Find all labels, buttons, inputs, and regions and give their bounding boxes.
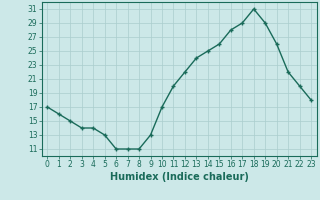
X-axis label: Humidex (Indice chaleur): Humidex (Indice chaleur) (110, 172, 249, 182)
